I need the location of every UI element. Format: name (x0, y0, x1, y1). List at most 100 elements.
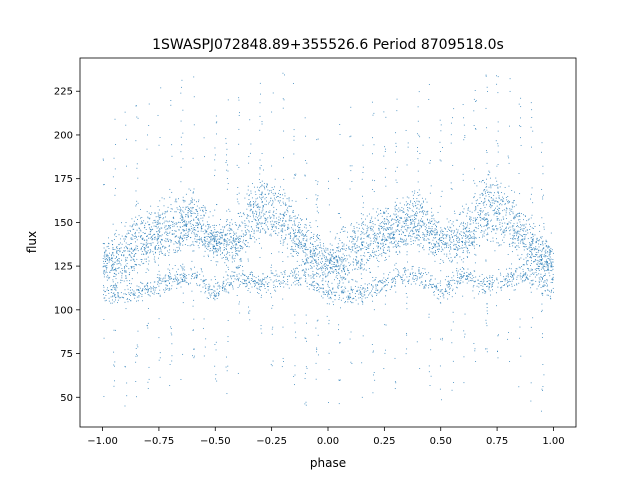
data-point (546, 270, 548, 272)
data-point (503, 230, 505, 232)
data-point (201, 225, 203, 227)
data-point (139, 264, 141, 266)
data-point (338, 238, 340, 240)
data-point (432, 239, 434, 241)
data-point (179, 205, 180, 207)
data-point (261, 201, 263, 202)
data-point (179, 238, 180, 240)
data-point (209, 294, 211, 296)
data-point (426, 211, 428, 213)
data-point (533, 247, 535, 249)
data-point (377, 246, 379, 248)
data-point (280, 286, 281, 287)
data-point (496, 216, 498, 218)
data-point (393, 234, 395, 235)
data-point (484, 182, 485, 184)
data-point (189, 211, 191, 212)
data-point (480, 219, 482, 221)
data-point (208, 244, 210, 246)
data-point (430, 284, 432, 286)
data-point (165, 216, 166, 218)
data-point (266, 184, 268, 186)
data-point (528, 247, 530, 249)
data-point (192, 274, 194, 275)
data-point (538, 240, 540, 242)
data-point (180, 237, 182, 239)
data-point (266, 183, 268, 185)
data-point (298, 245, 300, 247)
data-point (437, 222, 439, 224)
data-point (222, 284, 224, 286)
data-point (549, 246, 551, 248)
data-point (431, 248, 433, 249)
data-point (266, 186, 267, 187)
data-point (298, 230, 300, 232)
data-point (361, 300, 363, 302)
data-point (333, 270, 335, 272)
data-point (319, 246, 321, 248)
data-point (166, 239, 168, 241)
data-point (117, 282, 119, 284)
data-point (251, 197, 253, 199)
data-point (291, 240, 293, 242)
data-point (429, 219, 431, 221)
data-point (303, 235, 305, 237)
data-point (515, 271, 517, 273)
data-point (216, 248, 218, 250)
data-point (500, 219, 502, 221)
data-point (393, 278, 395, 280)
data-point (514, 232, 516, 234)
data-point (230, 229, 232, 231)
data-point (360, 237, 362, 239)
data-point (482, 234, 484, 236)
data-point (525, 276, 527, 278)
data-point (103, 265, 105, 267)
data-point (469, 231, 471, 233)
data-point (340, 260, 342, 262)
data-point (436, 231, 438, 233)
data-point (521, 266, 522, 267)
data-point (349, 240, 350, 242)
data-point (508, 284, 510, 286)
data-point (263, 182, 265, 184)
data-point (217, 261, 219, 263)
data-point (329, 262, 331, 264)
data-point (259, 288, 260, 290)
data-point (384, 222, 386, 224)
data-point (525, 215, 526, 217)
data-point (144, 248, 146, 250)
data-point (367, 247, 369, 249)
data-point (465, 278, 467, 280)
data-point (336, 266, 338, 268)
data-point (199, 284, 201, 286)
data-point (487, 191, 489, 193)
data-point (153, 281, 155, 283)
data-point (186, 236, 188, 238)
data-point (536, 241, 537, 243)
data-point (191, 197, 193, 199)
data-point (326, 292, 328, 293)
data-point (409, 208, 411, 209)
data-point (389, 289, 391, 290)
data-point (517, 232, 518, 234)
data-point (535, 259, 536, 260)
data-point (166, 220, 168, 222)
data-point (249, 210, 251, 212)
data-point (470, 218, 472, 220)
data-point (241, 230, 243, 232)
data-point (385, 239, 387, 240)
data-point (305, 271, 307, 273)
data-point (442, 243, 444, 245)
data-point (387, 239, 389, 241)
data-point (438, 246, 440, 247)
data-point (232, 258, 234, 260)
data-point (334, 263, 336, 265)
data-point (482, 202, 484, 204)
data-point (318, 264, 320, 266)
data-point (437, 243, 439, 245)
data-point (487, 212, 489, 214)
data-point (112, 295, 114, 297)
data-point (142, 237, 144, 239)
data-point (330, 259, 332, 261)
data-point (535, 269, 537, 271)
